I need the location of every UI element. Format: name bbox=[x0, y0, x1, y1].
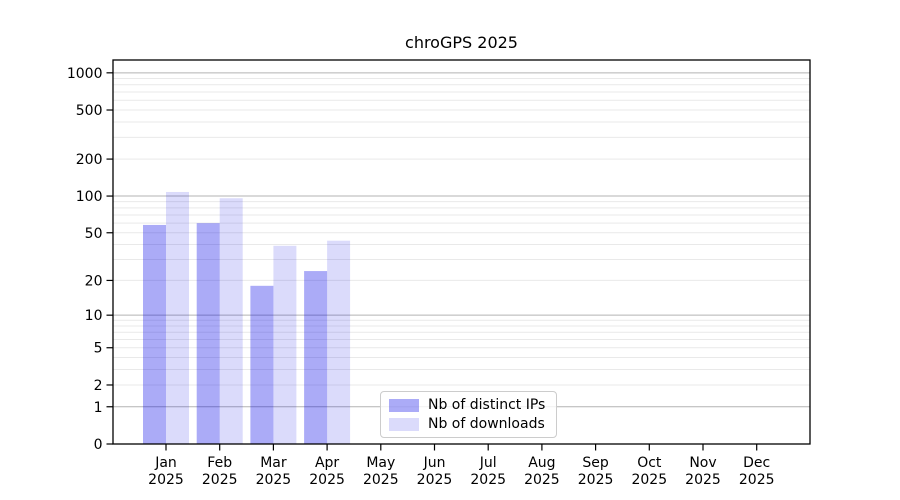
legend: Nb of distinct IPs Nb of downloads bbox=[380, 391, 558, 438]
x-tick-label-month: Oct bbox=[637, 455, 662, 471]
x-tick-label-year: 2025 bbox=[524, 472, 560, 488]
chart-title: chroGPS 2025 bbox=[405, 33, 518, 52]
x-tick-label-month: Jul bbox=[479, 455, 497, 471]
y-tick-label: 200 bbox=[76, 152, 103, 168]
x-tick-label-month: Mar bbox=[260, 455, 287, 471]
x-tick-label-month: Apr bbox=[315, 455, 339, 471]
bar-distinct-ips-feb bbox=[196, 223, 220, 444]
x-tick-label-month: Feb bbox=[207, 455, 232, 471]
x-tick-label-month: Jan bbox=[154, 455, 177, 471]
x-tick-label-year: 2025 bbox=[363, 472, 399, 488]
legend-swatch-distinct-ips bbox=[389, 398, 419, 412]
x-tick-label-year: 2025 bbox=[417, 472, 453, 488]
y-tick-label: 5 bbox=[94, 341, 103, 357]
legend-label-distinct-ips: Nb of distinct IPs bbox=[428, 397, 546, 413]
x-tick-label-year: 2025 bbox=[739, 472, 775, 488]
x-tick-label-year: 2025 bbox=[202, 472, 238, 488]
x-tick-label-month: Nov bbox=[689, 455, 716, 471]
x-tick-label-year: 2025 bbox=[470, 472, 506, 488]
bar-distinct-ips-jan bbox=[143, 224, 166, 444]
legend-label-downloads: Nb of downloads bbox=[428, 416, 545, 432]
y-tick-label: 1 bbox=[94, 400, 103, 416]
y-tick-label: 100 bbox=[76, 189, 103, 205]
y-tick-label: 2 bbox=[94, 378, 103, 394]
x-tick-label-year: 2025 bbox=[578, 472, 614, 488]
y-tick-label: 20 bbox=[85, 273, 103, 289]
bar-downloads-mar bbox=[273, 245, 297, 444]
bar-distinct-ips-apr bbox=[304, 271, 328, 444]
bar-downloads-jan bbox=[166, 191, 189, 444]
y-tick-label: 50 bbox=[85, 226, 103, 242]
legend-swatch-downloads bbox=[389, 417, 419, 431]
y-tick-label: 10 bbox=[85, 308, 103, 324]
x-tick-label-year: 2025 bbox=[309, 472, 345, 488]
x-tick-label-year: 2025 bbox=[631, 472, 667, 488]
legend-item-downloads: Nb of downloads bbox=[389, 416, 545, 432]
y-tick-label: 1000 bbox=[67, 66, 103, 82]
x-tick-label-month: Jun bbox=[423, 455, 446, 471]
bar-downloads-apr bbox=[327, 240, 351, 444]
bar-downloads-feb bbox=[219, 198, 243, 444]
x-tick-label-month: Sep bbox=[582, 455, 609, 471]
y-tick-label: 0 bbox=[94, 437, 103, 453]
bar-distinct-ips-mar bbox=[250, 285, 274, 444]
x-tick-label-month: Aug bbox=[528, 455, 555, 471]
x-tick-label-year: 2025 bbox=[256, 472, 292, 488]
legend-item-distinct-ips: Nb of distinct IPs bbox=[389, 397, 545, 413]
x-tick-label-year: 2025 bbox=[148, 472, 184, 488]
plot-border bbox=[112, 59, 811, 445]
y-tick-label: 500 bbox=[76, 103, 103, 119]
x-tick-label-month: May bbox=[366, 455, 395, 471]
x-tick-label-year: 2025 bbox=[685, 472, 721, 488]
x-tick-label-month: Dec bbox=[743, 455, 770, 471]
